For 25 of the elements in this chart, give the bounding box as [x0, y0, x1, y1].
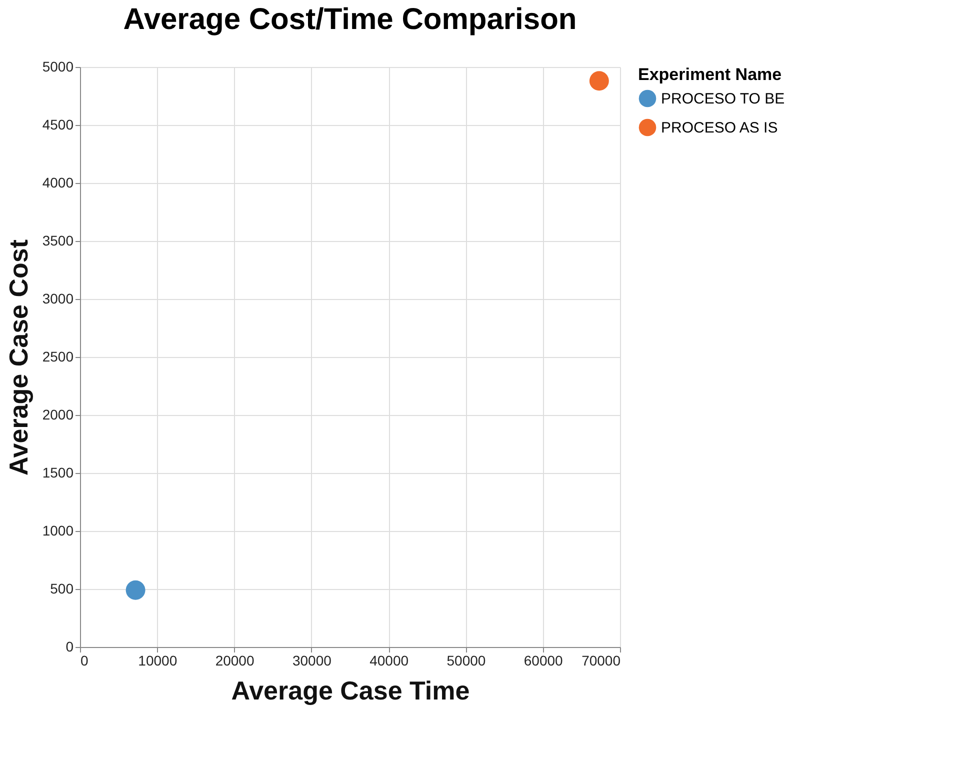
- x-tick-label: 10000: [138, 652, 178, 668]
- y-axis-title: Average Case Cost: [3, 239, 34, 476]
- x-tick-label: 20000: [215, 652, 254, 668]
- y-tick-label: 1500: [42, 464, 74, 480]
- y-tick-label: 500: [50, 580, 74, 596]
- y-tick-label: 2500: [42, 348, 74, 364]
- x-tick-label: 60000: [524, 652, 564, 668]
- x-tick-label: 70000: [582, 652, 621, 668]
- x-tick-label: 30000: [292, 652, 332, 668]
- x-tick-label: 0: [80, 652, 88, 668]
- y-tick-label: 1000: [42, 522, 74, 538]
- y-tick-label: 3500: [42, 232, 74, 248]
- y-tick-label: 0: [66, 638, 74, 654]
- y-tick-label: 4500: [42, 116, 74, 132]
- y-tick-label: 4000: [42, 174, 74, 190]
- legend-label: PROCESO TO BE: [661, 90, 785, 108]
- x-axis-title: Average Case Time: [231, 676, 470, 706]
- x-tick-label: 40000: [370, 652, 409, 668]
- legend-label: PROCESO AS IS: [661, 120, 778, 136]
- y-tick-label: 3000: [42, 290, 74, 306]
- y-tick-label: 5000: [42, 58, 74, 74]
- x-tick-label: 50000: [446, 652, 486, 668]
- chart-title: Average Cost/Time Comparison: [123, 3, 577, 36]
- legend-title: Experiment Name: [638, 65, 782, 84]
- y-tick-label: 2000: [42, 406, 74, 422]
